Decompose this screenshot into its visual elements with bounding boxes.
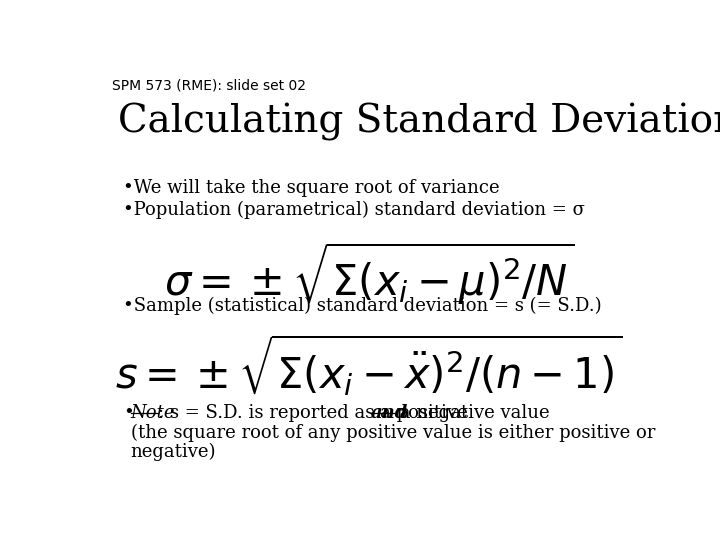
Text: $s = \pm\sqrt{\Sigma(x_i - \ddot{x})^2/(n - 1)}$: $s = \pm\sqrt{\Sigma(x_i - \ddot{x})^2/(… [115,333,623,397]
Text: a negative value: a negative value [394,404,549,422]
Text: SPM 573 (RME): slide set 02: SPM 573 (RME): slide set 02 [112,78,306,92]
Text: •: • [124,404,134,422]
Text: •Population (parametrical) standard deviation = σ: •Population (parametrical) standard devi… [124,201,585,219]
Text: $\sigma = \pm\sqrt{\Sigma(x_i - \mu)^2/N}$: $\sigma = \pm\sqrt{\Sigma(x_i - \mu)^2/N… [164,240,574,306]
Text: •We will take the square root of variance: •We will take the square root of varianc… [124,179,500,197]
Text: Calculating Standard Deviation (s = S.D.): Calculating Standard Deviation (s = S.D.… [118,102,720,140]
Text: negative): negative) [131,443,216,461]
Text: and: and [372,404,409,422]
Text: : s = S.D. is reported as a positive: : s = S.D. is reported as a positive [158,404,474,422]
Text: •Sample (statistical) standard deviation = s (= S.D.): •Sample (statistical) standard deviation… [124,296,602,315]
Text: (the square root of any positive value is either positive or: (the square root of any positive value i… [131,424,655,442]
Text: Note: Note [131,404,175,422]
